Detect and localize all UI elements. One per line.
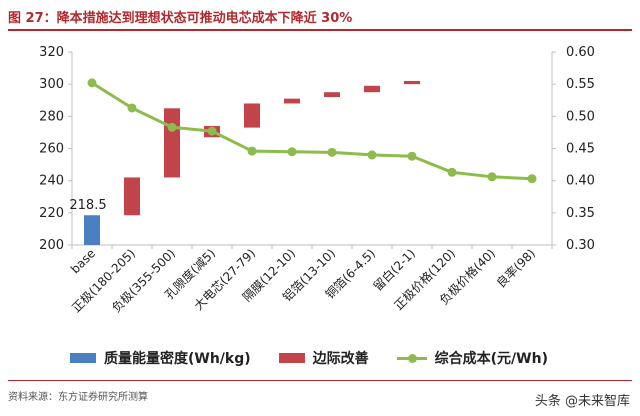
cost-line-point-0 <box>87 78 97 88</box>
improvement-bar-3 <box>244 103 260 128</box>
cost-line-point-4 <box>247 146 257 156</box>
y-right-tick-label: 0.45 <box>566 142 595 157</box>
improvement-bar-7 <box>404 80 420 85</box>
cost-line-point-7 <box>367 150 377 160</box>
improvement-bar-1 <box>164 108 180 178</box>
axes-group <box>68 51 556 249</box>
legend-label-improvement: 边际改善 <box>312 351 369 367</box>
improvement-bar-4 <box>284 98 300 104</box>
legend-item-density: 质量能量密度(Wh/kg) <box>70 348 251 368</box>
labels-group: 200 220 240 260 280 300 320 0.30 0.35 0.40 0.45 0.5… <box>39 45 595 315</box>
legend-label-cost: 综合成本(元/Wh) <box>434 351 548 367</box>
y-right-tick-label: 0.35 <box>566 206 595 221</box>
improvement-bar-0 <box>124 177 140 216</box>
y-left-tick-label: 300 <box>39 77 64 92</box>
cost-line-point-2 <box>167 122 177 132</box>
legend-swatch-improvement <box>278 353 305 363</box>
cost-line-point-6 <box>327 147 337 157</box>
title-rule <box>8 29 632 31</box>
cost-line-point-5 <box>287 147 297 157</box>
y-left-tick-label: 320 <box>39 45 64 60</box>
cost-line-point-9 <box>447 167 457 177</box>
y-left-tick-label: 220 <box>39 206 64 221</box>
y-right-tick-label: 0.55 <box>566 77 595 92</box>
density-bar-base <box>84 215 100 245</box>
cost-line-group <box>87 78 537 184</box>
legend-item-improvement: 边际改善 <box>278 348 369 368</box>
cost-line-point-10 <box>487 172 497 182</box>
footer-rule <box>8 380 632 381</box>
cost-line-path <box>91 81 533 181</box>
legend-item-cost: 综合成本(元/Wh) <box>396 348 548 368</box>
source-note: 资料来源：东方证券研究所测算 <box>8 392 148 403</box>
y-left-tick-label: 280 <box>39 109 64 124</box>
watermark: 头条 @未来智库 <box>534 394 630 409</box>
y-right-tick-label: 0.60 <box>566 45 595 60</box>
y-left-tick-label: 240 <box>39 174 64 189</box>
cost-line-point-11 <box>527 174 537 184</box>
legend-swatch-density <box>70 353 96 363</box>
x-category-label: 良率(98) <box>493 246 538 291</box>
density-bar-value-label: 218.5 <box>69 198 106 213</box>
improvement-bar-5 <box>324 92 340 98</box>
y-right-tick-label: 0.30 <box>566 238 595 253</box>
x-category-label: base <box>68 246 98 276</box>
y-right-tick-label: 0.40 <box>566 174 595 189</box>
figure-title: 图 27：降本措施达到理想状态可推动电芯成本下降近 30% <box>8 11 353 26</box>
cost-line-point-8 <box>407 151 417 161</box>
cost-line-point-1 <box>127 103 137 113</box>
y-left-tick-label: 260 <box>39 142 64 157</box>
y-right-tick-label: 0.50 <box>566 109 595 124</box>
legend-label-density: 质量能量密度(Wh/kg) <box>104 351 251 367</box>
cost-line-point-3 <box>207 126 217 136</box>
y-left-tick-label: 200 <box>39 238 64 253</box>
legend: 质量能量密度(Wh/kg) 边际改善 综合成本(元/Wh) <box>70 348 576 368</box>
legend-swatch-cost <box>396 353 427 363</box>
improvement-bar-6 <box>364 85 380 93</box>
